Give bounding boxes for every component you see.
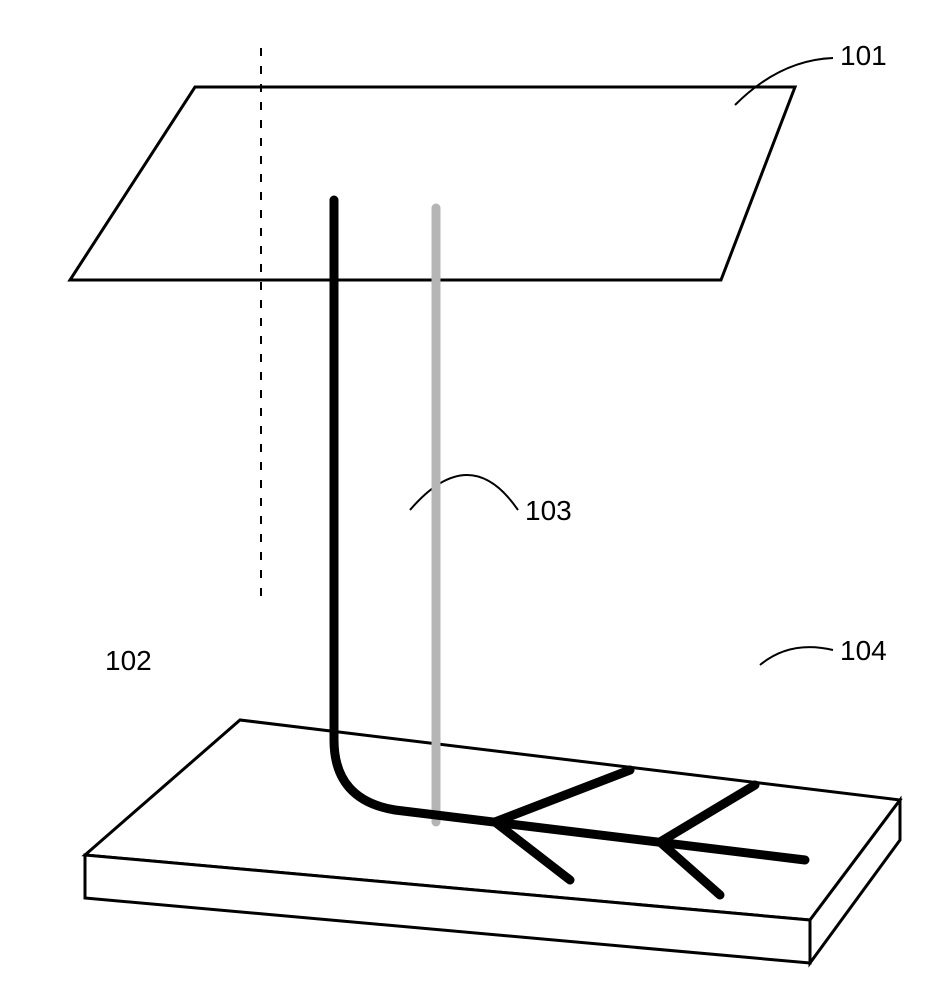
label-104: 104	[840, 635, 887, 667]
label-103: 103	[525, 495, 572, 527]
leader-104	[760, 647, 833, 665]
leader-103	[410, 475, 518, 510]
diagram-svg	[0, 0, 945, 1000]
label-101: 101	[840, 40, 887, 72]
technical-diagram: 101 102 103 104	[0, 0, 945, 1000]
label-102: 102	[105, 645, 152, 677]
leader-101	[735, 58, 833, 105]
